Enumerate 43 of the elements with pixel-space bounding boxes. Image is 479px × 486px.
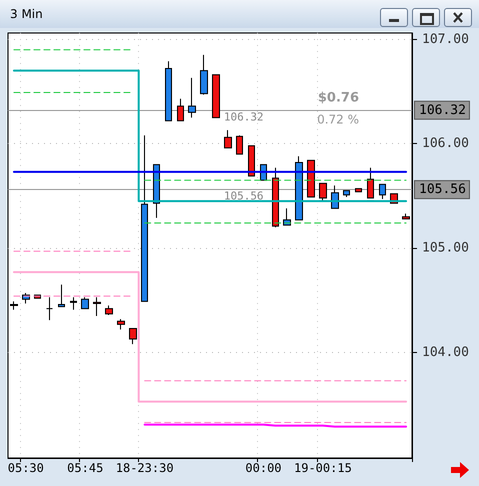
y-tick-label: 106.00: [422, 136, 469, 152]
x-tick-label: 05:45: [67, 461, 104, 475]
y-tick-label: 107.00: [422, 32, 469, 47]
candlestick: [188, 77, 196, 118]
candlestick: [307, 160, 315, 198]
ref-line-label: 105.56: [419, 182, 466, 198]
annotation: 106.32: [224, 110, 264, 124]
x-tick-label: 19-00:15: [294, 461, 352, 475]
x-tick-label: 00:00: [245, 461, 282, 475]
candlestick: [248, 145, 255, 177]
candlestick: [224, 130, 232, 148]
candlestick: [379, 184, 386, 200]
candlestick: [319, 182, 327, 202]
candlestick: [141, 134, 148, 302]
candlestick: [200, 54, 208, 96]
candlestick: [212, 74, 220, 118]
candlestick: [402, 213, 410, 220]
candlestick: [93, 296, 101, 316]
candlestick: [58, 284, 65, 308]
y-tick-label: 104.00: [422, 345, 469, 360]
ref-line-label: 106.32: [419, 102, 466, 118]
candlestick: [355, 188, 362, 192]
candlestick: [117, 318, 125, 330]
candlestick: [272, 167, 279, 228]
candlestick: [70, 296, 77, 310]
candlestick: [129, 328, 137, 345]
candlestick: [236, 134, 243, 155]
chart-title: 3 Min: [10, 7, 43, 21]
candlestick: [10, 300, 18, 310]
candlestick: [46, 296, 53, 321]
candlestick: [177, 98, 184, 122]
candlestick: [165, 60, 172, 122]
annotation: 0.72 %: [317, 112, 359, 126]
y-tick-label: 105.00: [422, 240, 469, 256]
candlestick: [367, 167, 374, 198]
x-tick-label: 18-23:30: [116, 461, 174, 475]
candlestick: [81, 296, 89, 310]
candlestick: [295, 156, 303, 220]
annotation: 105.56: [224, 190, 264, 203]
candlestick: [343, 190, 350, 198]
candlestick: [105, 305, 113, 316]
x-tick-label: 05:30: [8, 461, 44, 475]
annotation: $0.76: [318, 90, 360, 106]
